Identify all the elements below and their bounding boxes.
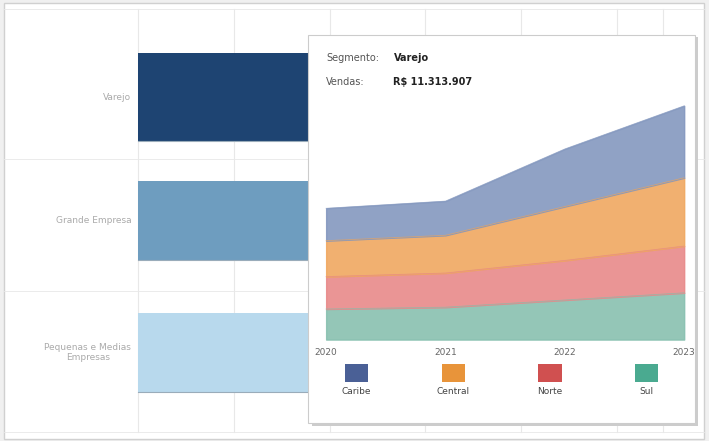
Bar bbox=[442, 364, 465, 382]
Bar bbox=[138, 313, 422, 392]
Text: Vendas:: Vendas: bbox=[326, 77, 364, 87]
Text: Grande Empresa: Grande Empresa bbox=[55, 216, 131, 225]
Text: Caribe: Caribe bbox=[342, 387, 372, 396]
Text: 2023: 2023 bbox=[673, 348, 696, 356]
Text: Pequenas e Medias
Empresas: Pequenas e Medias Empresas bbox=[44, 343, 131, 363]
Text: 2022: 2022 bbox=[554, 348, 576, 356]
Bar bbox=[308, 35, 695, 423]
Text: R$ 11.313.907: R$ 11.313.907 bbox=[393, 77, 473, 87]
Text: Segmento:: Segmento: bbox=[326, 53, 379, 63]
Text: Sul: Sul bbox=[640, 387, 654, 396]
Bar bbox=[538, 364, 562, 382]
Text: Varejo: Varejo bbox=[393, 53, 429, 63]
Text: 2020: 2020 bbox=[315, 348, 337, 356]
Text: Varejo: Varejo bbox=[103, 93, 131, 101]
Bar bbox=[312, 37, 698, 426]
Text: 2021: 2021 bbox=[434, 348, 457, 356]
Bar bbox=[345, 364, 369, 382]
Bar bbox=[138, 53, 663, 141]
Bar bbox=[635, 364, 658, 382]
Text: Norte: Norte bbox=[537, 387, 562, 396]
Bar bbox=[138, 181, 663, 260]
Text: Central: Central bbox=[437, 387, 470, 396]
